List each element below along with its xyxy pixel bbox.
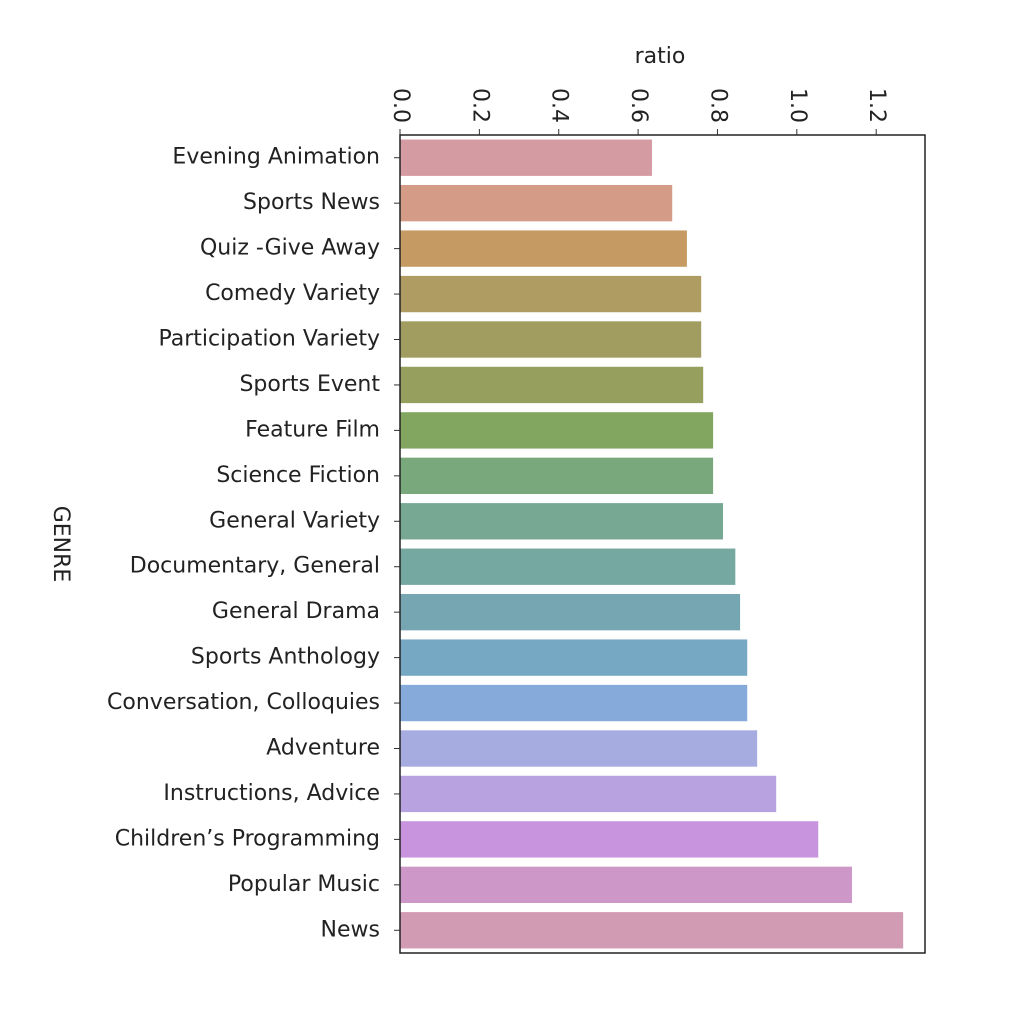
y-tick-label: Quiz -Give Away [200,236,380,261]
x-tick-label: 0.0 [388,88,413,123]
y-tick-label: Feature Film [245,417,380,442]
y-tick-label: Sports Event [239,372,380,397]
y-tick-label: General Drama [212,599,380,624]
y-axis-label: GENRE [48,506,73,583]
x-tick-label: 1.0 [785,88,810,123]
bar [400,548,736,585]
bar [400,912,904,949]
x-tick-label: 0.6 [626,88,651,123]
y-tick-label: General Variety [209,508,380,533]
y-tick-label: News [321,917,380,942]
bar [400,230,687,267]
bar [400,730,758,767]
y-tick-label: Comedy Variety [205,281,380,306]
y-tick-label: Sports Anthology [191,645,380,670]
bar [400,503,724,540]
bar [400,321,702,358]
bar [400,639,748,676]
x-tick-label: 1.2 [864,88,889,123]
bar [400,593,741,631]
bar [400,457,714,495]
y-tick-label: Science Fiction [216,463,380,488]
bar [400,821,819,858]
y-tick-label: Popular Music [228,872,380,897]
bar [400,184,673,222]
y-tick-label: Documentary, General [130,554,380,579]
y-tick-label: Conversation, Colloquies [107,690,380,715]
y-tick-label: Evening Animation [172,145,380,170]
y-tick-label: Children’s Programming [115,826,380,851]
x-axis-label: ratio [635,44,686,69]
bar [400,866,852,904]
bar [400,775,777,813]
bar [400,366,704,404]
x-tick-label: 0.8 [705,88,730,123]
y-tick-label: Adventure [266,736,380,761]
y-tick-label: Participation Variety [159,327,381,352]
y-tick-label: Instructions, Advice [163,781,380,806]
bar [400,275,702,313]
y-tick-label: Sports News [243,190,380,215]
bar [400,412,714,449]
x-tick-label: 0.4 [547,88,572,123]
bar [400,684,748,722]
plot-frame [399,134,926,954]
x-tick-label: 0.2 [467,88,492,123]
bar [400,139,652,176]
